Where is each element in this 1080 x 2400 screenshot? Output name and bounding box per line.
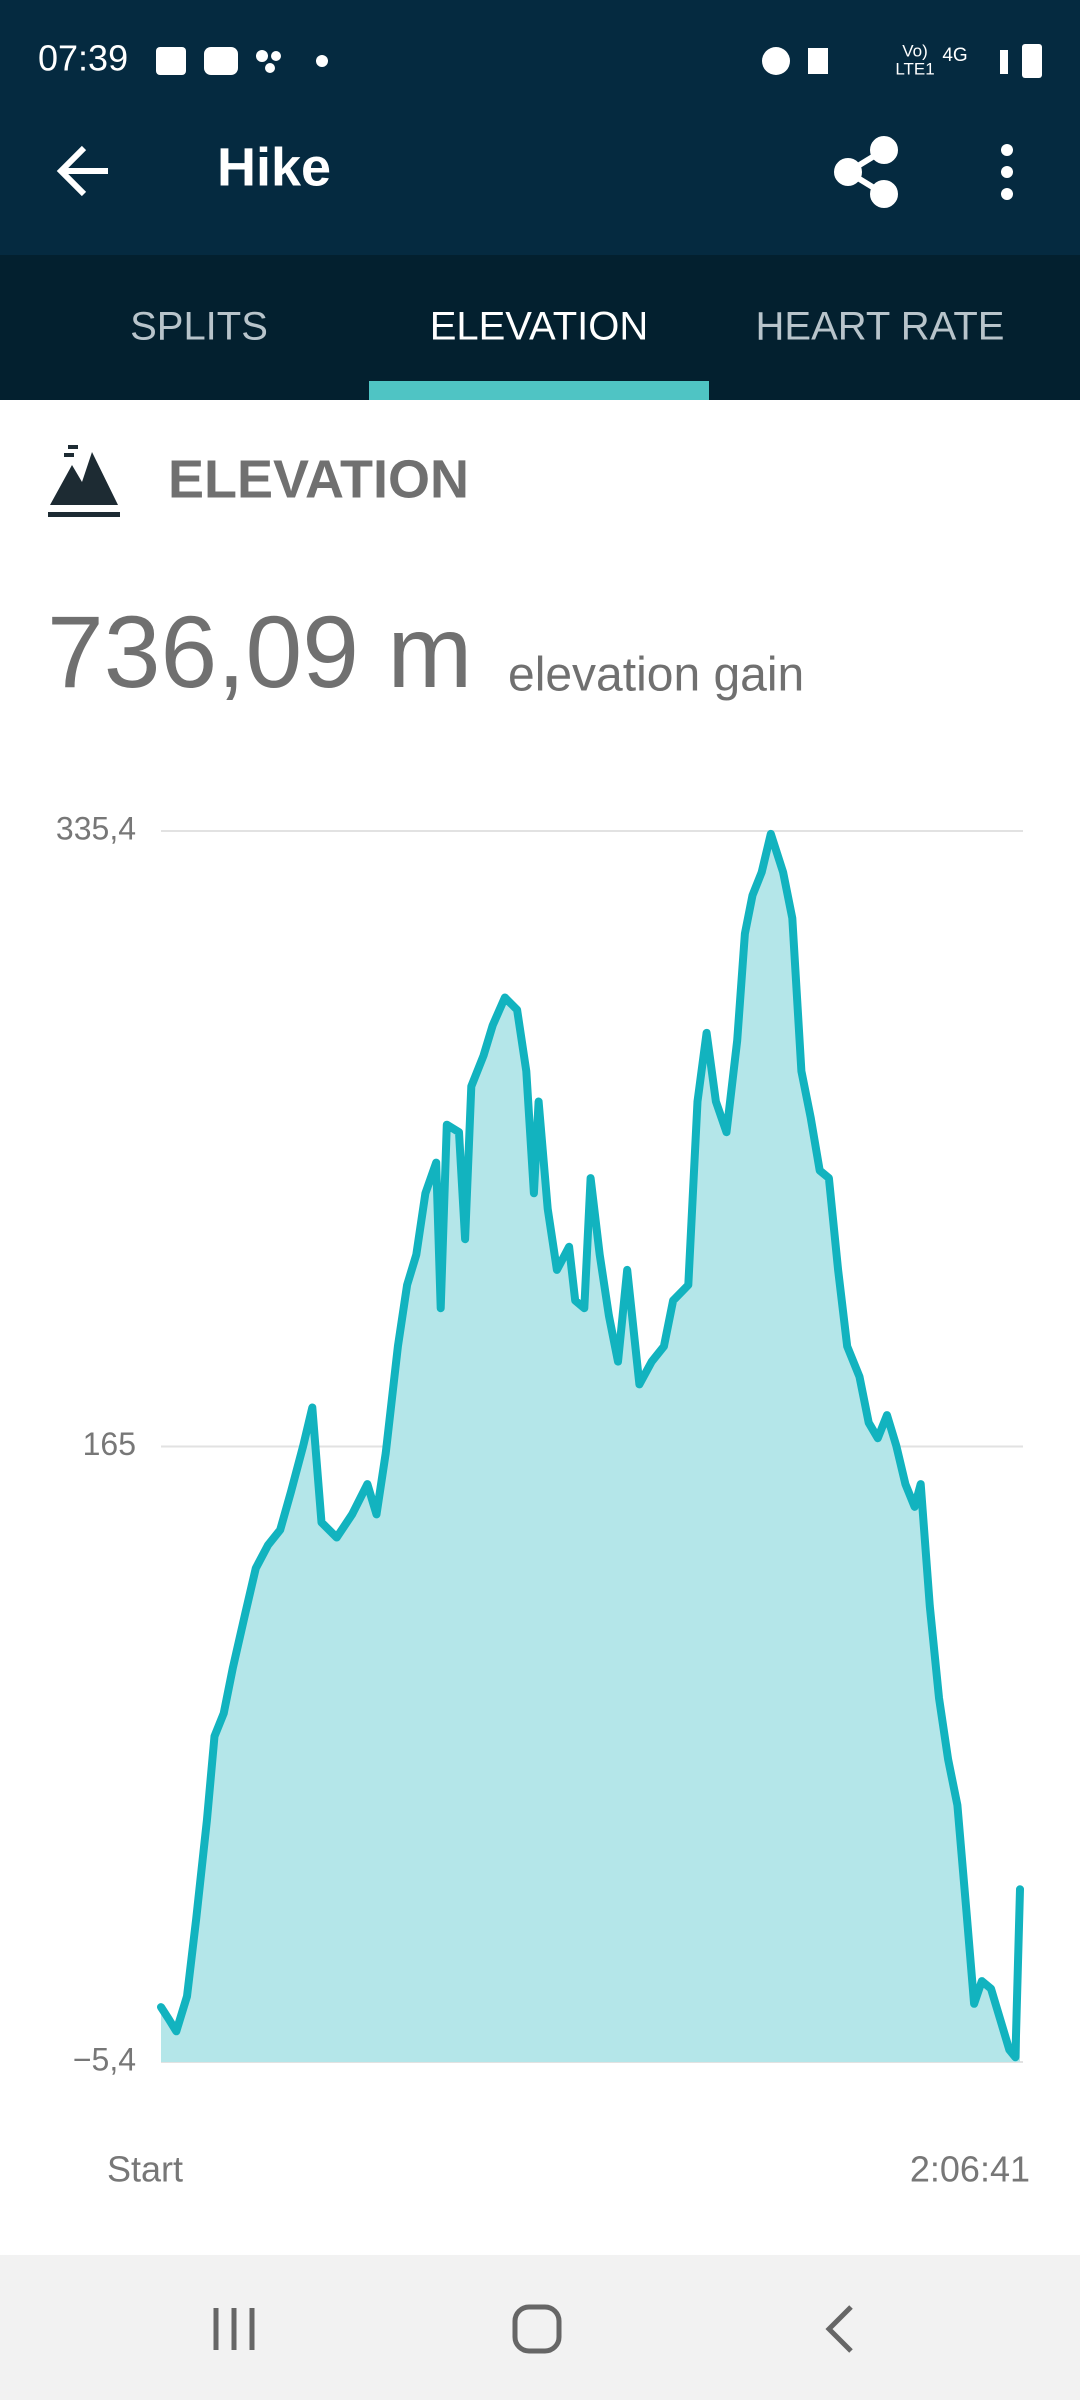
status-icons <box>156 44 1042 78</box>
x-tick-label: 2:06:41 <box>910 2149 1030 2190</box>
y-tick-label: 165 <box>83 1426 136 1462</box>
tab-active[interactable]: ELEVATION <box>430 305 649 349</box>
line <box>157 829 1024 2062</box>
elevation-total: 736,09 m <box>47 595 472 709</box>
nav-bar <box>0 2255 1080 2400</box>
y-tick-label: 335,4 <box>56 810 136 846</box>
nav-buttons <box>213 2304 853 2354</box>
tab[interactable]: HEART RATE <box>756 305 1005 349</box>
tab-indicator <box>369 381 709 400</box>
elevation-icon <box>48 445 120 517</box>
x-tick-label: Start <box>107 2149 183 2190</box>
status-text: LTE1 <box>895 59 934 78</box>
share-button[interactable] <box>834 136 898 208</box>
status-text: Vo) <box>902 41 928 60</box>
status-text: 4G <box>942 45 967 66</box>
app-bar-bg <box>0 0 1080 255</box>
app-title: Hike <box>217 137 331 197</box>
tab-bar-bg <box>0 255 1080 400</box>
chart: −5,4 165 335,4 Start 2:06:41 <box>56 810 1030 2189</box>
y-tick-label: −5,4 <box>73 2041 136 2077</box>
area <box>161 833 1020 2062</box>
nav-recents[interactable] <box>213 2308 255 2350</box>
section-title: ELEVATION <box>168 449 469 509</box>
nav-back[interactable] <box>825 2305 853 2353</box>
menu-button[interactable] <box>1001 144 1013 200</box>
back-button[interactable] <box>56 145 108 197</box>
nav-home[interactable] <box>512 2304 562 2354</box>
tab[interactable]: SPLITS <box>130 305 268 349</box>
status-time: 07:39 <box>38 38 128 79</box>
elevation-caption: elevation gain <box>508 649 804 702</box>
